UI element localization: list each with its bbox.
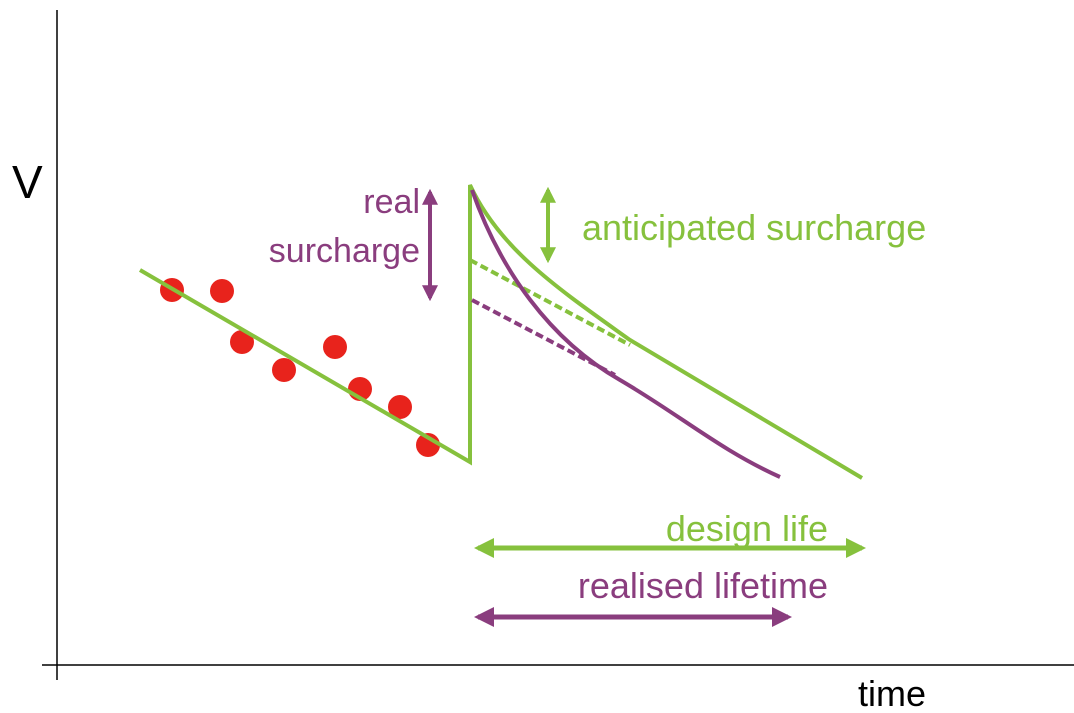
annotation: realised lifetime bbox=[578, 565, 828, 606]
annotation: real bbox=[363, 183, 420, 221]
dot bbox=[210, 279, 234, 303]
dot bbox=[272, 358, 296, 382]
real-dashed bbox=[471, 298, 616, 377]
y-axis-label: V bbox=[12, 156, 43, 208]
dot bbox=[388, 395, 412, 419]
dot bbox=[323, 335, 347, 359]
design-dashed bbox=[469, 258, 631, 347]
x-axis-label: time bbox=[858, 673, 926, 713]
real-curve bbox=[470, 189, 781, 479]
annotation: anticipated surcharge bbox=[582, 207, 926, 248]
annotation: surcharge bbox=[269, 232, 420, 270]
observations bbox=[160, 278, 440, 457]
dot bbox=[230, 330, 254, 354]
annotation: design life bbox=[666, 508, 828, 549]
